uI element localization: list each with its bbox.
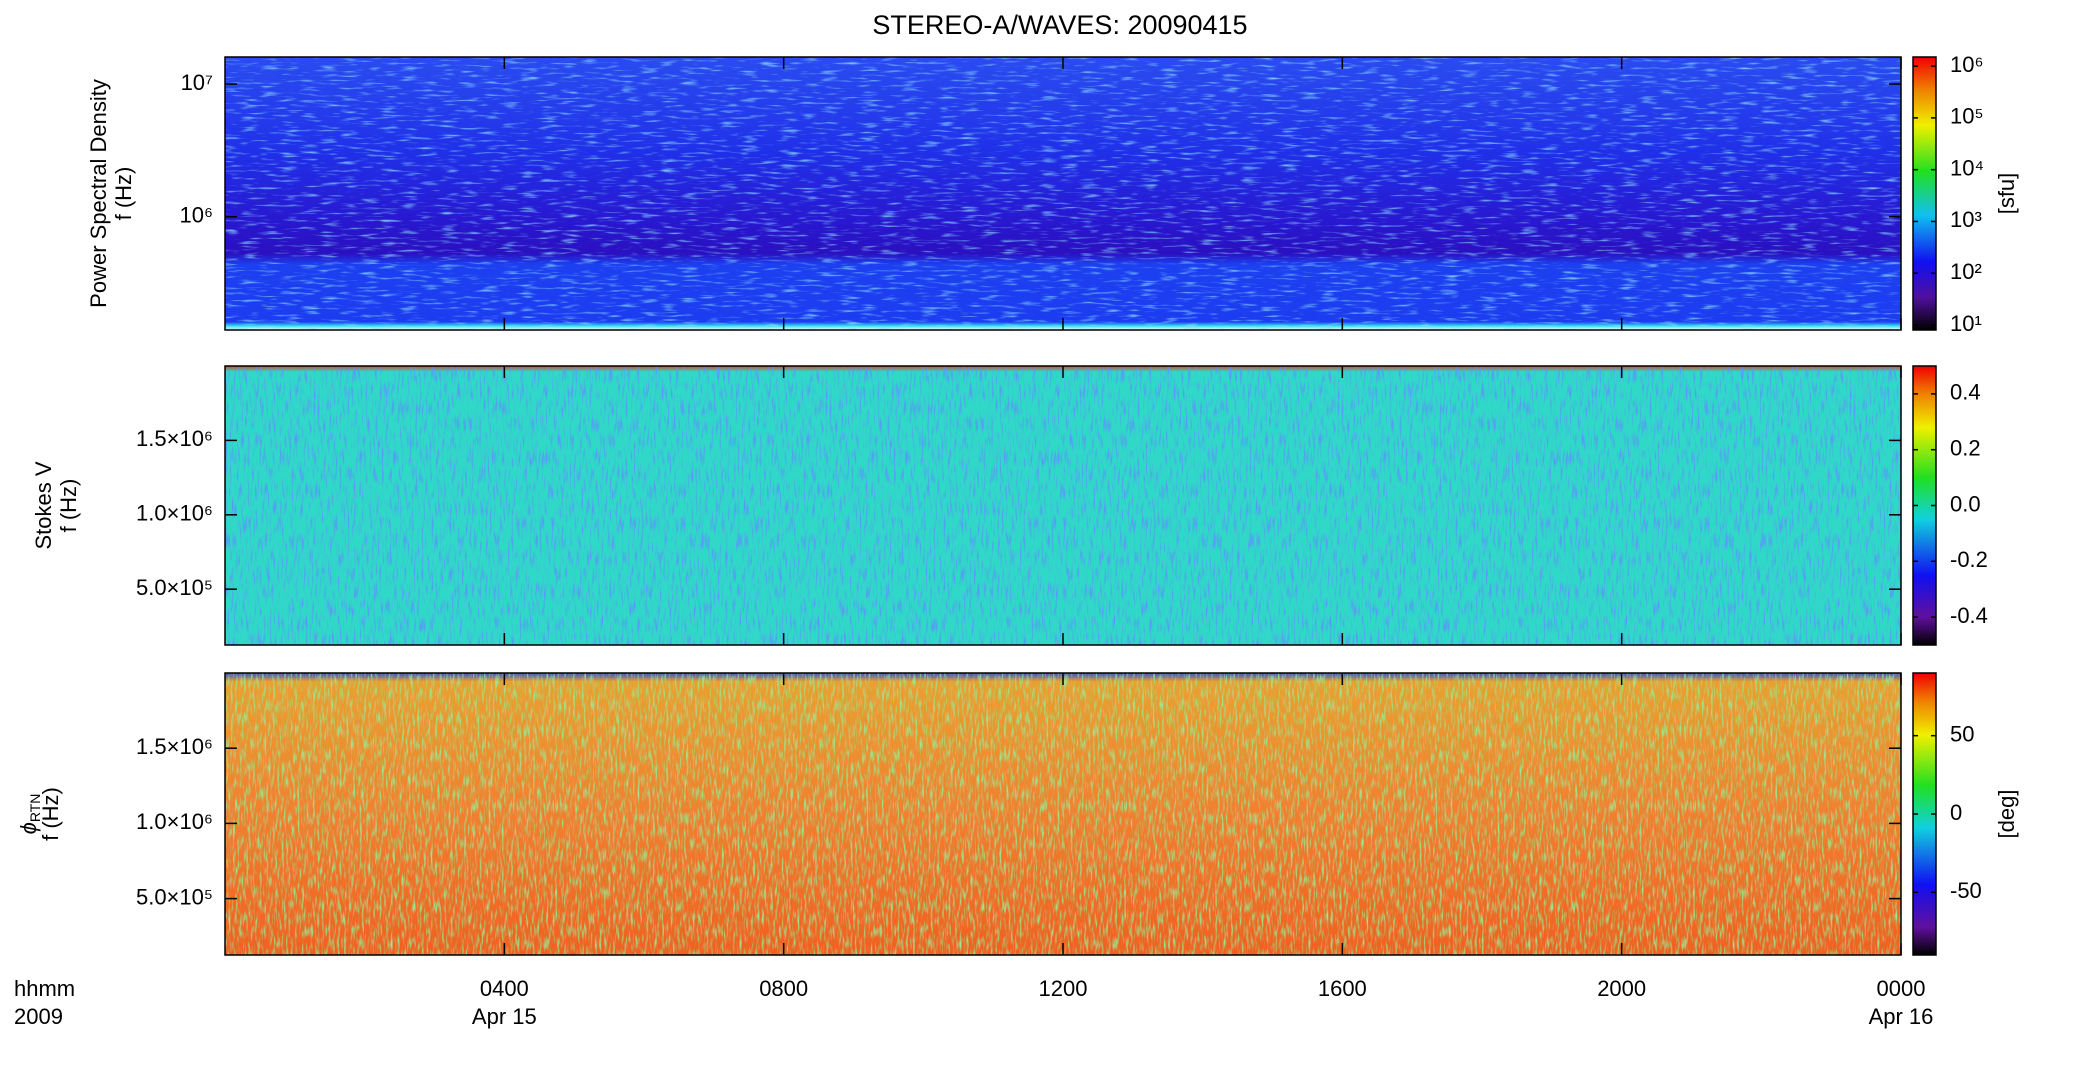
x-tick-label: 0400 bbox=[480, 976, 529, 1001]
y-axis-label-symbol: ϕ bbox=[16, 822, 41, 834]
colorbar-tick-label: 0.2 bbox=[1950, 436, 1981, 461]
y-tick-label: 1.0×10⁶ bbox=[136, 501, 213, 526]
x-tick-label: 1600 bbox=[1318, 976, 1367, 1001]
y-axis-label: ϕRTN bbox=[16, 794, 43, 835]
colorbar-tick-label: -0.2 bbox=[1950, 547, 1988, 572]
colorbar-tick-label: -0.4 bbox=[1950, 603, 1988, 628]
x-tick-label: 1200 bbox=[1039, 976, 1088, 1001]
colorbar-tick-label: 10¹ bbox=[1950, 311, 1982, 336]
y-tick-label: 1.0×10⁶ bbox=[136, 809, 213, 834]
y-tick-label: 5.0×10⁵ bbox=[136, 575, 213, 600]
spectrogram-texture bbox=[225, 673, 1901, 955]
y-tick-label: 10⁶ bbox=[179, 203, 213, 228]
y-axis-label-subscript: RTN bbox=[27, 794, 43, 823]
y-axis-label: Power Spectral Density bbox=[86, 79, 111, 308]
colorbar-tick-label: 0 bbox=[1950, 800, 1962, 825]
y-tick-label: 1.5×10⁶ bbox=[136, 734, 213, 759]
colorbar-tick-label: 10³ bbox=[1950, 207, 1982, 232]
colorbar-label: [sfu] bbox=[1994, 173, 2019, 215]
x-date-label: Apr 16 bbox=[1869, 1004, 1934, 1029]
x-tick-label: 0800 bbox=[759, 976, 808, 1001]
colorbar-tick-label: 10² bbox=[1950, 259, 1982, 284]
y-tick-label: 1.5×10⁶ bbox=[136, 426, 213, 451]
y-tick-label: 5.0×10⁵ bbox=[136, 884, 213, 909]
spectrogram-texture bbox=[225, 366, 1901, 645]
y-axis-unit-label: f (Hz) bbox=[38, 787, 63, 841]
chart-title: STEREO-A/WAVES: 20090415 bbox=[872, 10, 1247, 40]
colorbar-label: [deg] bbox=[1994, 790, 2019, 839]
x-tick-label: 2000 bbox=[1597, 976, 1646, 1001]
colorbar-tick-label: 10⁴ bbox=[1950, 155, 1984, 180]
x-date-label: Apr 15 bbox=[472, 1004, 537, 1029]
colorbar-tick-label: 0.4 bbox=[1950, 380, 1981, 405]
colorbar-tick-label: 10⁶ bbox=[1950, 52, 1984, 77]
colorbar-tick-label: 0.0 bbox=[1950, 491, 1981, 516]
spectrogram-texture bbox=[225, 57, 1901, 330]
x-tick-label: 0000 bbox=[1877, 976, 1926, 1001]
y-axis-unit-label: f (Hz) bbox=[56, 479, 81, 533]
y-tick-label: 10⁷ bbox=[181, 70, 213, 95]
colorbar bbox=[1912, 56, 1937, 331]
y-axis-label: Stokes V bbox=[31, 461, 56, 549]
colorbar-tick-label: 50 bbox=[1950, 721, 1974, 746]
colorbar-tick-label: -50 bbox=[1950, 878, 1982, 903]
colorbar-tick-label: 10⁵ bbox=[1950, 104, 1984, 129]
x-axis-year-label: 2009 bbox=[14, 1004, 63, 1029]
y-axis-unit-label: f (Hz) bbox=[111, 167, 136, 221]
x-axis-label: hhmm bbox=[14, 976, 75, 1001]
